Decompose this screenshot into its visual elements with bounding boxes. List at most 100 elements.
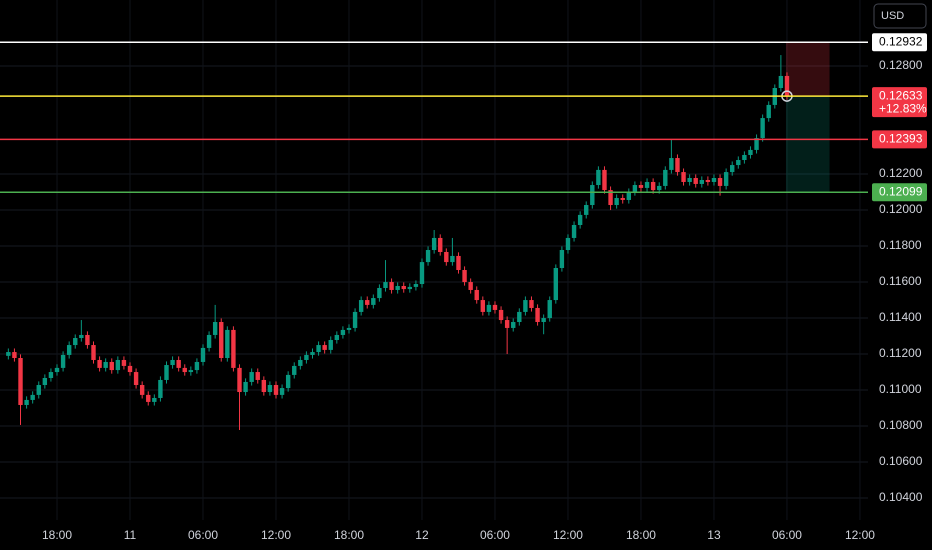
currency-button[interactable]: USD — [873, 3, 927, 29]
reward-zone — [785, 96, 830, 193]
candle-body — [699, 179, 705, 184]
candle-body — [340, 329, 346, 335]
candle-body — [541, 318, 546, 323]
candle-body — [316, 345, 321, 353]
level-tag-label: 0.12932 — [879, 34, 923, 48]
candle-body — [584, 205, 589, 215]
candle-body — [18, 358, 23, 405]
candle-body — [109, 361, 114, 371]
currency-button-frame[interactable] — [873, 3, 927, 29]
candle-body — [571, 224, 577, 238]
candle-body — [267, 385, 273, 393]
candle-body — [504, 320, 510, 328]
level-tag-label: 0.12393 — [879, 131, 923, 145]
y-tick-label: 0.10600 — [879, 454, 923, 468]
candle-body — [255, 372, 260, 380]
candle-body — [310, 352, 315, 355]
candle-body — [590, 185, 595, 206]
levels — [0, 41, 868, 193]
candles — [6, 55, 790, 431]
candle-body — [492, 304, 498, 310]
candle-body — [511, 322, 516, 328]
candle-body — [407, 286, 413, 290]
candle-body — [371, 298, 376, 305]
candle-body — [42, 377, 48, 386]
candle-body — [231, 329, 236, 368]
candle-body — [146, 394, 151, 402]
candle-body — [298, 359, 303, 366]
x-tick-label: 06:00 — [772, 528, 802, 542]
candle-body — [127, 365, 133, 373]
candle-body — [456, 255, 461, 270]
level-tag — [872, 183, 927, 202]
candle-body — [778, 75, 784, 89]
candle-body — [687, 178, 692, 182]
candle-body — [450, 255, 455, 263]
candle-body — [547, 300, 552, 319]
x-tick-label: 18:00 — [334, 528, 364, 542]
candle-body — [352, 311, 358, 328]
candle-body — [468, 282, 473, 290]
x-tick-label: 13 — [707, 528, 721, 542]
y-tick-label: 0.10800 — [879, 418, 923, 432]
candle-body — [480, 300, 486, 312]
candle-body — [152, 397, 157, 402]
x-tick-label: 06:00 — [188, 528, 218, 542]
candle-body — [225, 329, 230, 359]
candle-body — [24, 399, 29, 405]
risk-zone — [785, 42, 830, 97]
candle-body — [237, 367, 242, 393]
candle-body — [717, 178, 723, 186]
candle-body — [419, 262, 425, 285]
candle-body — [97, 359, 102, 368]
candle-body — [346, 327, 352, 330]
candle-body — [60, 354, 66, 368]
candle-body — [565, 237, 571, 251]
candle-body — [395, 286, 400, 290]
candle-body — [365, 300, 370, 305]
x-tick-label: 12:00 — [261, 528, 291, 542]
candle-body — [425, 250, 431, 263]
candle-body — [66, 345, 72, 355]
candle-body — [498, 309, 504, 321]
x-tick-label: 12:00 — [845, 528, 875, 542]
candle-body — [206, 334, 212, 348]
candle-body — [577, 214, 583, 225]
candle-body — [279, 388, 285, 395]
x-tick-label: 12 — [415, 528, 429, 542]
candle-body — [736, 160, 741, 166]
candle-body — [328, 340, 333, 350]
x-tick-label: 11 — [124, 528, 137, 542]
x-tick-label: 06:00 — [480, 528, 510, 542]
y-tick-label: 0.11200 — [879, 346, 922, 360]
candle-body — [705, 179, 711, 182]
candle-body — [292, 365, 297, 375]
candle-body — [176, 359, 181, 368]
y-tick-label: 0.11800 — [879, 238, 922, 252]
candle-body — [657, 185, 662, 191]
currency-label[interactable]: USD — [881, 10, 904, 22]
x-tick-label: 12:00 — [553, 528, 583, 542]
candle-body — [529, 300, 534, 308]
candle-body — [158, 379, 163, 398]
candle-body — [194, 361, 200, 371]
candle-body — [517, 311, 522, 323]
candle-body — [85, 334, 90, 346]
candle-body — [334, 334, 340, 341]
candle-body — [73, 338, 78, 346]
candle-body — [462, 269, 467, 283]
position-zones — [785, 42, 830, 193]
candle-body — [377, 287, 382, 299]
candle-body — [6, 352, 11, 356]
candle-body — [644, 181, 650, 188]
y-tick-label: 0.12800 — [879, 58, 923, 72]
candle-body — [681, 172, 686, 182]
candle-body — [322, 345, 327, 350]
candle-body — [711, 178, 717, 182]
candle-body — [474, 289, 479, 301]
candle-body — [760, 118, 765, 139]
candle-body — [383, 282, 388, 288]
candle-body — [188, 370, 194, 373]
candle-body — [121, 359, 127, 366]
level-tag — [872, 33, 927, 52]
